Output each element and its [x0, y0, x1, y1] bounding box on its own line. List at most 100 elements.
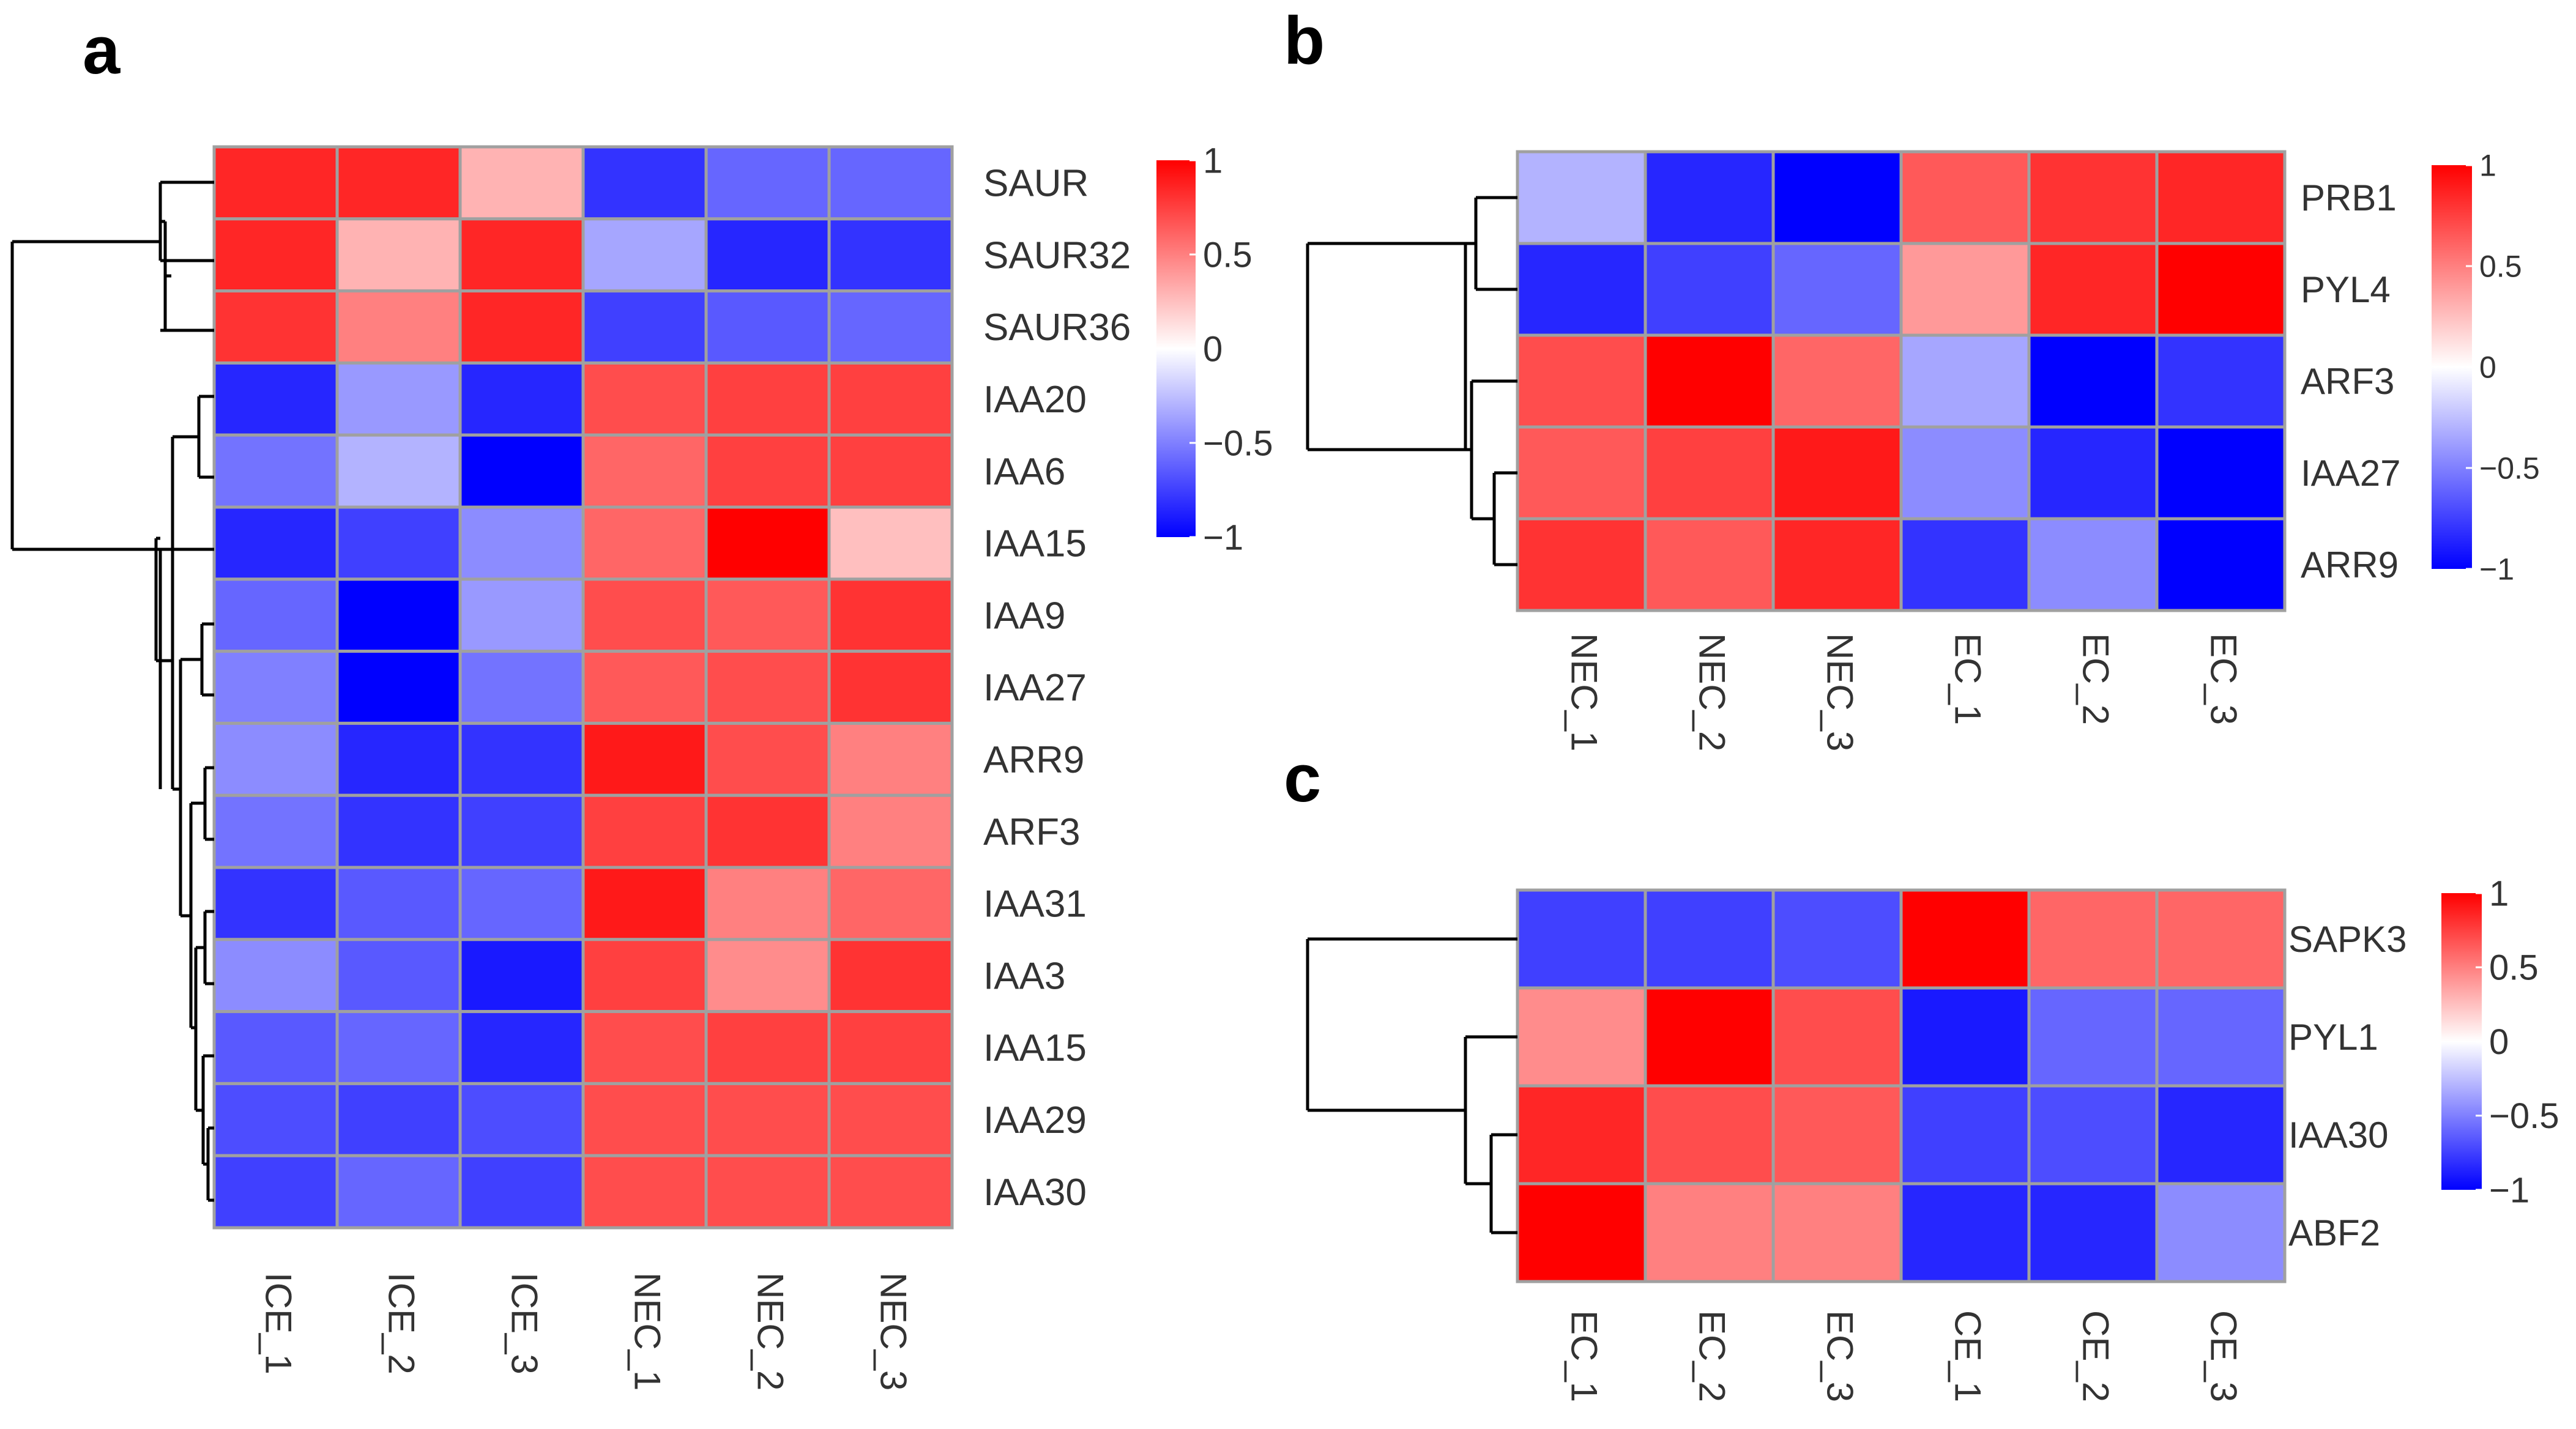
heatmap-cell [704, 866, 831, 941]
heatmap-cell [2027, 242, 2159, 337]
heatmap-cell [212, 217, 339, 293]
heatmap-cell [2155, 333, 2287, 429]
heatmap-cell [704, 793, 831, 869]
heatmap-cell [827, 217, 954, 293]
heatmap-cell [2027, 1084, 2159, 1186]
heatmap-cell [1516, 986, 1647, 1088]
heatmap-cell [2155, 150, 2287, 245]
heatmap-cell [2155, 242, 2287, 337]
heatmap-cell [1644, 242, 1775, 337]
heatmap-cell [704, 721, 831, 797]
heatmap-cell [827, 721, 954, 797]
heatmap-cell [335, 793, 462, 869]
heatmap-cell [704, 289, 831, 365]
heatmap-cell [1644, 888, 1775, 990]
row-labels-a: SAUR SAUR32 SAUR36 IAA20 IAA6 IAA15 IAA9 IAA27 A… [983, 163, 1131, 1214]
heatmap-cell [1644, 1084, 1775, 1186]
heatmap-cell [581, 289, 708, 365]
heatmap-cell [581, 721, 708, 797]
colorbar-tick-label: 0 [2489, 1022, 2509, 1062]
row-label: IAA3 [983, 955, 1065, 997]
column-label: ICE_3 [504, 1272, 545, 1375]
heatmap-cell [704, 1082, 831, 1157]
row-label: SAUR [983, 163, 1089, 205]
heatmap-cell [212, 1154, 339, 1230]
column-label: EC_1 [1564, 1310, 1605, 1402]
heatmap-cell [335, 505, 462, 581]
heatmap-cell [212, 577, 339, 653]
heatmap-cell [458, 577, 585, 653]
heatmap-cell [704, 650, 831, 725]
heatmap-cell [704, 217, 831, 293]
heatmap-cell [335, 217, 462, 293]
dendrogram-branch [181, 622, 214, 697]
heatmap-cell [581, 361, 708, 437]
heatmap-cell [827, 866, 954, 941]
heatmap-cell [1899, 986, 2031, 1088]
heatmap-cell [1899, 517, 2031, 612]
heatmap-cell [1771, 150, 1903, 245]
colorbar-tick-label: −1 [2489, 1170, 2529, 1210]
heatmap-cell [335, 721, 462, 797]
heatmap-cell [335, 289, 462, 365]
heatmap-cells-a [212, 145, 954, 1230]
heatmap-cell [335, 1154, 462, 1230]
heatmap-cell [1644, 517, 1775, 612]
colorbar-b: 1 0.5 0 −0.5 −1 [2432, 149, 2540, 587]
heatmap-cell [827, 1154, 954, 1230]
heatmap-cell [1644, 425, 1775, 521]
dendrogram-branch [196, 1054, 214, 1202]
heatmap-panel-a: SAUR SAUR32 SAUR36 IAA20 IAA6 IAA15 IAA9 IAA27 A… [10, 141, 1273, 1390]
colorbar-tick-label: 0 [2479, 351, 2496, 385]
heatmap-cell [212, 650, 339, 725]
heatmap-cell [704, 577, 831, 653]
panel-label-c: c [1284, 741, 1321, 816]
row-label: IAA15 [983, 523, 1087, 565]
heatmap-cell [1516, 242, 1647, 337]
row-label: IAA29 [983, 1099, 1087, 1141]
heatmap-cell [1771, 333, 1903, 429]
heatmap-cell [2027, 986, 2159, 1088]
heatmap-cell [704, 361, 831, 437]
row-label: IAA31 [983, 883, 1087, 926]
heatmap-cell [458, 289, 585, 365]
heatmap-cell [2027, 1182, 2159, 1283]
heatmap-cell [827, 1082, 954, 1157]
colorbar-tick-label: 0 [1203, 329, 1223, 369]
heatmap-cell [335, 577, 462, 653]
heatmap-cell [335, 650, 462, 725]
heatmap-cell [827, 505, 954, 581]
heatmap-cell [827, 938, 954, 1014]
row-label: IAA9 [983, 595, 1065, 637]
heatmap-cell [2155, 425, 2287, 521]
heatmap-cell [581, 650, 708, 725]
heatmap-cell [2027, 150, 2159, 245]
heatmap-cell [581, 1010, 708, 1085]
heatmap-cell [458, 721, 585, 797]
heatmap-cell [1644, 150, 1775, 245]
column-labels-b: NEC_1 NEC_2 NEC_3 EC_1 EC_2 EC_3 [1564, 633, 2244, 751]
heatmap-cell [2155, 1182, 2287, 1283]
row-labels-c: SAPK3 PYL1 IAA30 ABF2 [2288, 919, 2407, 1253]
row-dendrogram-b [1306, 196, 1517, 566]
heatmap-cell [335, 938, 462, 1014]
row-label: ARF3 [2301, 361, 2394, 402]
row-label: IAA27 [983, 667, 1087, 709]
colorbar-c: 1 0.5 0 −0.5 −1 [2441, 874, 2559, 1210]
heatmap-cell [458, 650, 585, 725]
column-label: NEC_3 [873, 1272, 914, 1390]
colorbar-tick-label: −1 [2479, 552, 2514, 587]
heatmap-cell [458, 866, 585, 941]
heatmap-cell [704, 938, 831, 1014]
row-label: IAA20 [983, 379, 1087, 421]
colorbar-tick-label: 1 [2489, 874, 2509, 913]
dendrogram-branch [10, 240, 160, 551]
heatmap-cell [1516, 888, 1647, 990]
dendrogram-branch [158, 180, 214, 332]
heatmap-cell [1516, 1084, 1647, 1186]
colorbar-gradient [1156, 160, 1196, 537]
heatmap-cell [2027, 425, 2159, 521]
heatmap-cell [335, 433, 462, 509]
heatmap-cell [212, 433, 339, 509]
